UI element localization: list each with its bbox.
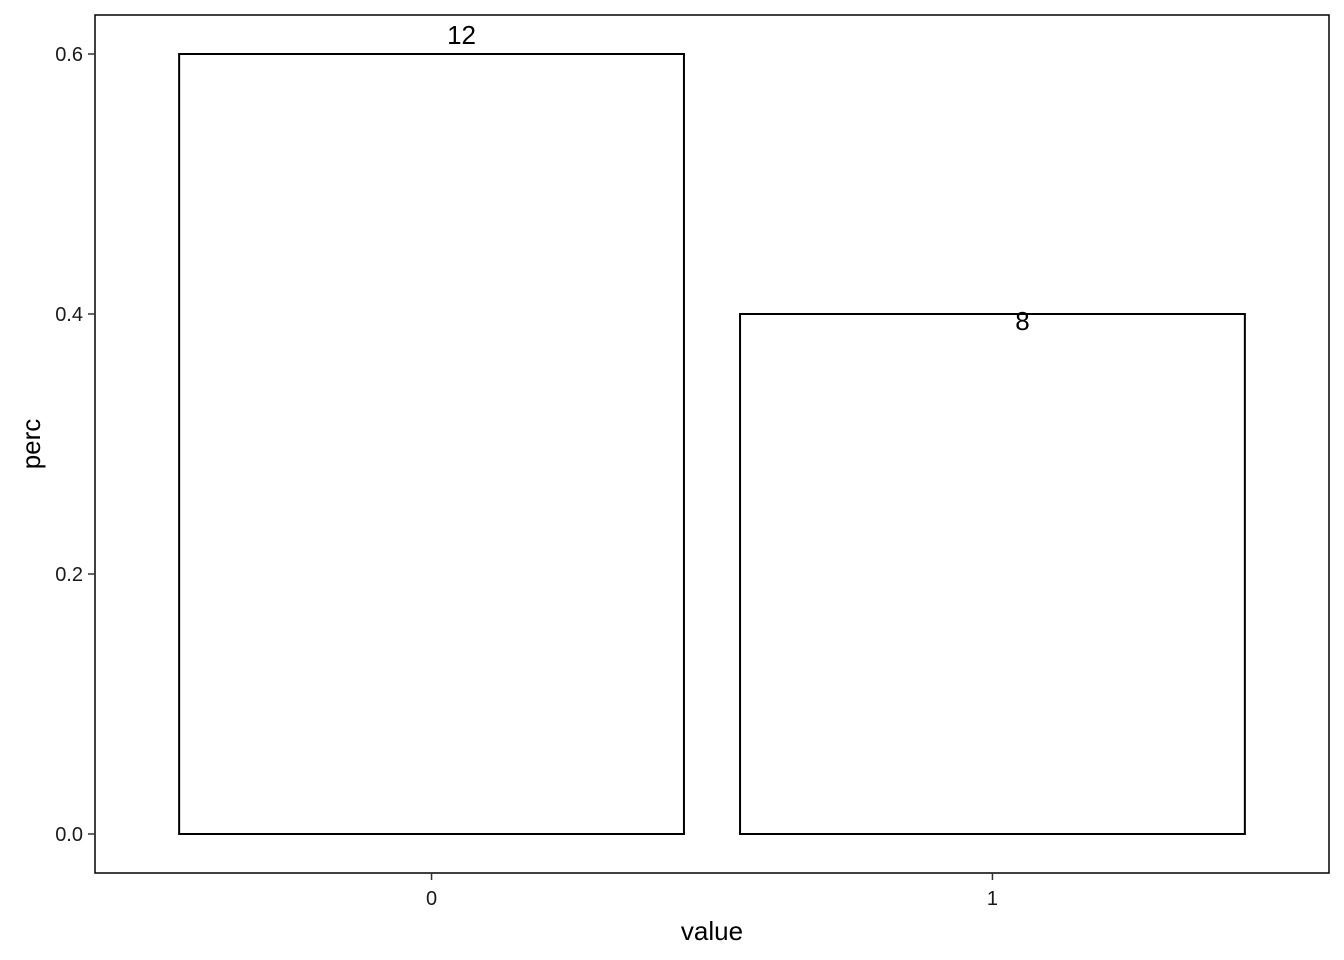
data-label-0: 12 [447,20,476,50]
x-tick-label: 0 [426,888,437,910]
data-label-1: 8 [1015,306,1029,336]
bar-1 [739,313,1246,835]
x-tick-label: 1 [987,888,998,910]
data-labels-group: 12 8 [447,20,1030,336]
panel-border [94,14,1330,874]
y-tick-label: 0.4 [55,304,83,326]
y-tick-label: 0.6 [55,44,83,66]
y-axis-title: perc [16,419,46,470]
y-tick-label: 0.0 [55,824,83,846]
bars-group [178,53,1246,835]
bar-0 [178,53,685,835]
y-tick-label: 0.2 [55,564,83,586]
y-axis: 0.0 0.2 0.4 0.6 [55,44,95,846]
x-axis-title: value [681,916,743,946]
